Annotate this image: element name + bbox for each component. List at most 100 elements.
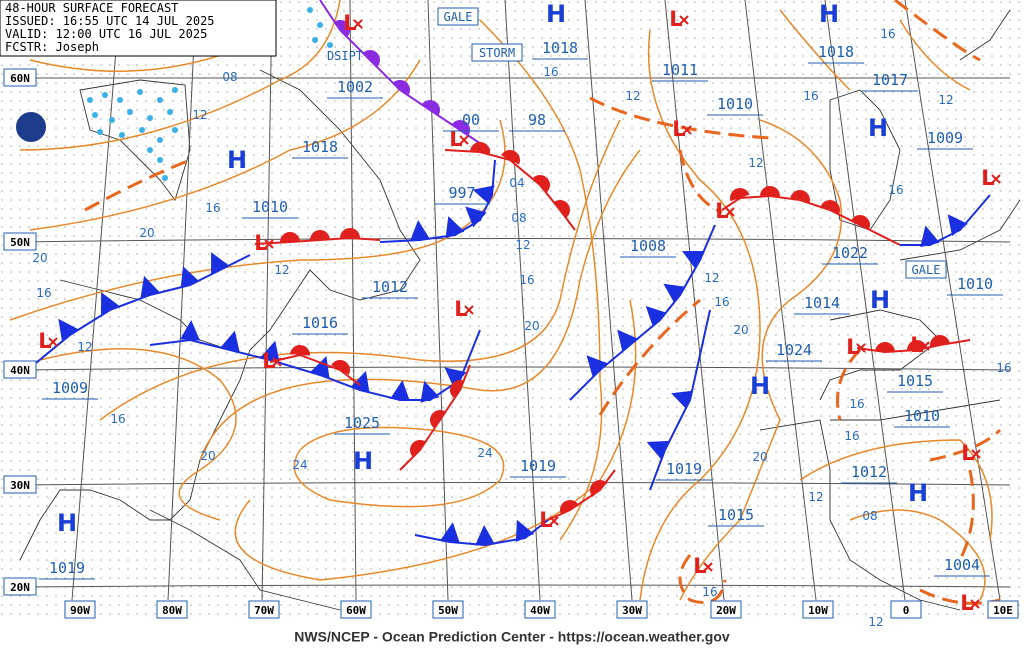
low-center: L [454,297,467,321]
high-center: H [908,479,928,507]
isobar-label: 12 [274,263,289,277]
pressure-label: 1017 [872,71,908,89]
longitude-label: 20W [716,604,736,617]
latitude-label-box [3,475,37,494]
pressure-label: 00 [462,111,480,129]
longitude-label-box [890,600,922,619]
pressure-label: 1010 [717,95,753,113]
high-center: H [546,0,566,28]
pressure-label: 98 [528,111,546,129]
isobar-label: 12 [515,238,530,252]
longitude-label: 50W [438,604,458,617]
low-cross [970,599,980,609]
isobar-label: 20 [139,226,154,240]
isobar-label: 12 [748,156,763,170]
pressure-label: 1019 [520,457,556,475]
longitude-label-box [987,600,1019,619]
low-cross [353,19,363,29]
longitude-label: 70W [254,604,274,617]
warning-label: GALE [444,10,473,24]
footer: NWS/NCEP - Ocean Prediction Center - htt… [294,629,730,645]
header-line: VALID: 12:00 UTC 16 JUL 2025 [5,27,207,41]
pressure-label: 1015 [718,506,754,524]
longitude-label: 0 [903,604,910,617]
isobar-label: 16 [880,27,895,41]
header-line: FCSTR: Joseph [5,40,99,54]
high-center: H [868,114,888,142]
noaa-logo [14,110,48,144]
low-cross [264,239,274,249]
pressure-label: 1022 [832,244,868,262]
latitude-label-box [3,68,37,87]
warning-label: GALE [912,263,941,277]
high-center: H [750,372,770,400]
isobar-label: 16 [849,397,864,411]
high-center: H [57,509,77,537]
low-center: L [449,127,462,151]
low-cross [679,15,689,25]
pressure-label: 1002 [337,78,373,96]
low-center: L [38,329,51,353]
isobar-label: 16 [519,273,534,287]
longitude-label-box [432,600,464,619]
longitude-label-box [340,600,372,619]
pressure-label: 1012 [372,278,408,296]
pressure-label: 1004 [944,556,980,574]
isobar-label: 16 [702,585,717,599]
isobar-label: 08 [511,211,526,225]
isobar-label: 04 [509,176,524,190]
pressure-label: 1018 [818,43,854,61]
pressure-label: 1010 [252,198,288,216]
pressure-label: 1025 [344,414,380,432]
low-center: L [961,441,974,465]
isobars [9,0,993,601]
pressure-label: 1009 [927,129,963,147]
isobar-label: 12 [704,271,719,285]
latitude-label: 30N [10,479,30,492]
latitude-label-box [3,360,37,379]
longitude-label: 80W [162,604,182,617]
longitude-label: 40W [530,604,550,617]
longitude-label-box [802,600,834,619]
pressure-label: 1012 [851,463,887,481]
longitude-label: 10W [808,604,828,617]
low-cross [856,343,866,353]
longitude-label-box [710,600,742,619]
low-cross [725,207,735,217]
pressure-label: 1010 [904,407,940,425]
high-center: H [353,447,373,475]
low-cross [48,337,58,347]
warning-label-box [437,7,479,26]
isobar-label: 12 [192,108,207,122]
isobar-label: 12 [77,340,92,354]
longitude-label-box [524,600,556,619]
latitude-label: 40N [10,364,30,377]
high-center: H [819,0,839,28]
pressure-label: 1016 [302,314,338,332]
high-center: H [870,286,890,314]
longitude-label-box [64,600,96,619]
isobar-label: 08 [862,509,877,523]
isobar-label: 16 [543,65,558,79]
longitude-label-box [248,600,280,619]
pressure-label: 1018 [302,138,338,156]
low-cross [920,341,930,351]
latitude-label: 60N [10,72,30,85]
pressure-label: 1024 [776,341,812,359]
isobar-label: 16 [803,89,818,103]
low-center: L [254,231,267,255]
pressure-label: 1018 [542,39,578,57]
low-cross [272,357,282,367]
pressure-label: 1011 [662,61,698,79]
longitude-label: 90W [70,604,90,617]
longitude-label: 30W [622,604,642,617]
isobar-label: 16 [110,412,125,426]
low-cross [464,305,474,315]
isobar-label: 20 [200,449,215,463]
pressure-label: 1019 [666,460,702,478]
warning-label: STORM [479,46,515,60]
isobar-label: 16 [205,201,220,215]
low-cross [703,562,713,572]
isobar-label: 20 [752,450,767,464]
